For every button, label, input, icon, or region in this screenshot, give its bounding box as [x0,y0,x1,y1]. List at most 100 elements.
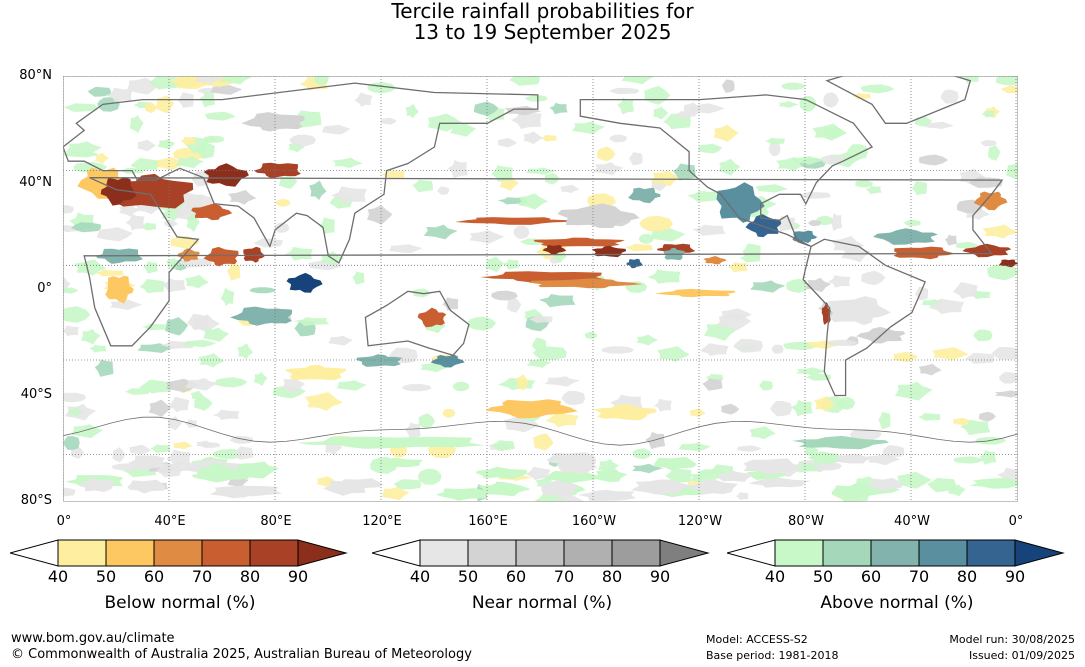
probability-patch [119,204,140,217]
lon-label-80w: 80°W [788,514,824,529]
probability-patch [237,343,254,360]
probability-patch [405,103,419,119]
colorbar-tick-label: 90 [287,567,309,586]
probability-patch [106,87,133,103]
north-america-coast [579,94,874,248]
probability-patch [336,380,367,391]
probability-patch [203,163,249,187]
probability-patch [331,186,367,204]
probability-patch [203,135,217,144]
colorbar-segment [201,539,251,567]
probability-patch [955,241,979,249]
lat-label-equator: 0° [37,281,52,296]
probability-patch [837,396,856,410]
probability-patch [233,461,280,476]
probability-patch [571,121,606,135]
probability-patch [296,436,485,449]
probability-patch [212,409,240,420]
probability-patch [545,412,579,428]
probability-patch [806,373,831,381]
probability-patch [632,448,652,460]
probability-patch [980,140,997,147]
probability-patch [918,363,942,376]
probability-patch [593,403,657,421]
probability-patch [823,126,846,139]
probability-patch [63,306,91,323]
lat-label-80n: 80°N [19,68,52,83]
colorbar-segment [611,539,661,567]
probability-patch [647,269,681,284]
probability-patch [125,388,150,395]
probability-patch [509,76,540,86]
probability-patch [733,338,763,353]
probability-patch [1000,85,1018,94]
south-america-coast [802,238,927,397]
probability-patch [673,163,696,181]
probability-patch [381,486,410,500]
probability-patch [678,443,711,452]
probability-patch [703,256,727,265]
probability-patch [437,186,449,195]
probability-patch [584,331,598,339]
probability-patch [137,139,156,152]
issued-date: Issued: 01/09/2025 [968,649,1075,662]
probability-patch [813,461,842,471]
probability-patch [903,220,921,227]
probability-patch [721,403,740,415]
probability-patch [657,346,690,362]
probability-patch [293,317,330,326]
probability-patch [79,477,115,492]
probability-patch [795,367,828,376]
probability-patch [814,395,836,413]
legend-near-normal: Near normal (%) 40 50 60 70 80 90 [372,538,712,618]
probability-patch [991,347,1018,360]
colorbar-segment [822,539,872,567]
probability-patch [878,411,891,430]
probability-patch [540,134,557,142]
probability-patch [970,477,1018,489]
probability-patch [973,329,993,342]
probability-patch [786,278,811,293]
colorbar-segment [774,539,824,567]
probability-patch [998,372,1018,384]
probability-patch [771,344,784,354]
probability-patch [354,92,373,107]
probability-patch [829,213,843,232]
website-link[interactable]: www.bom.gov.au/climate [11,631,175,646]
probability-patch [940,89,959,104]
probability-patch [561,391,586,405]
probability-patch [430,354,465,368]
probability-patch [639,215,673,232]
probability-patch [180,136,196,146]
probability-patch [191,469,249,483]
probability-patch [215,377,248,388]
probability-patch [63,487,76,497]
probability-patch [203,246,239,267]
probability-patch [516,374,530,391]
legend-title-below-normal: Below normal (%) [104,593,256,613]
colorbar-segment [57,539,107,567]
probability-patch [518,193,548,210]
probability-patch [175,156,204,169]
probability-patch [184,378,219,391]
probability-patch [702,378,723,391]
probability-patch [806,340,843,349]
probability-patch [718,158,741,176]
probability-patch [556,459,597,475]
probability-patch [63,287,79,294]
colorbar-segment [467,539,517,567]
colorbar-tick-label: 70 [908,567,930,586]
probability-patch [480,271,605,283]
probability-patch [538,294,576,308]
colorbar-tick-label: 60 [505,567,527,586]
legend-title-near-normal: Near normal (%) [471,593,613,613]
probability-patch [227,485,282,497]
colorbar-tick-label: 50 [812,567,834,586]
probability-patch [625,243,653,252]
colorbar-tick-label: 80 [956,567,978,586]
probability-patch [477,482,531,497]
probability-patch [473,101,499,116]
probability-patch [692,224,726,236]
lon-label-120w: 120°W [677,514,723,529]
map-title-line1: Tercile rainfall probabilities for [391,0,694,23]
